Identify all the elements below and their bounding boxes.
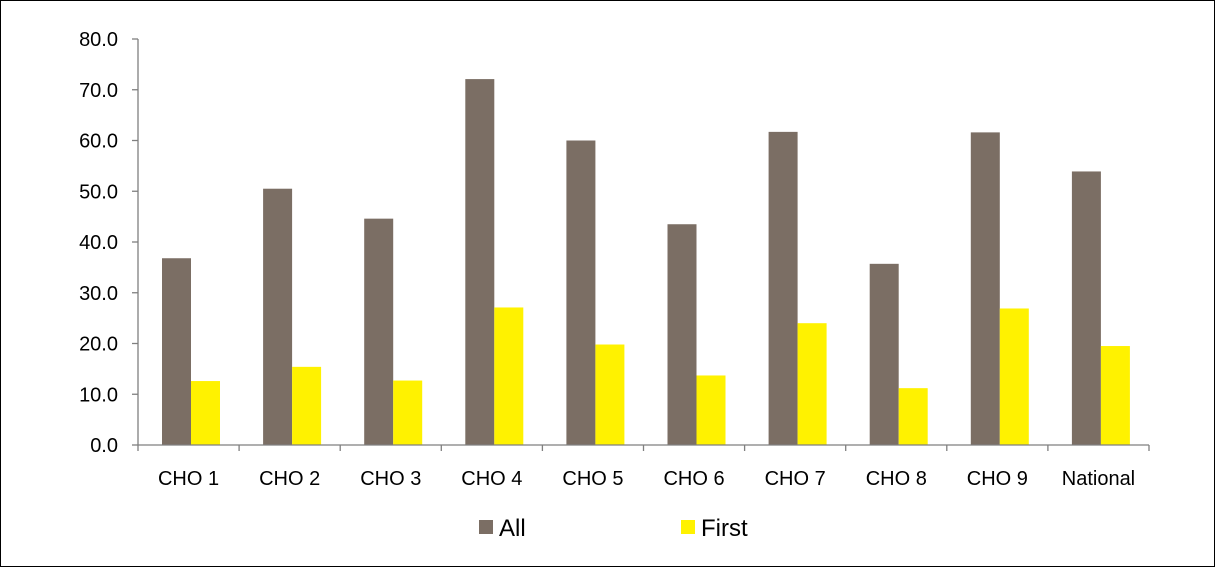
x-tick-label: CHO 1 bbox=[158, 468, 219, 490]
bar-first-cho-6 bbox=[696, 375, 726, 445]
bar-all-national bbox=[1071, 171, 1101, 445]
bar-all-cho-1 bbox=[162, 258, 191, 445]
bar-first-cho-3 bbox=[393, 380, 423, 445]
y-tick-label: 0.0 bbox=[90, 435, 118, 457]
x-tick-label: CHO 3 bbox=[360, 468, 421, 490]
y-tick-label: 10.0 bbox=[79, 384, 118, 406]
bar-first-cho-4 bbox=[494, 307, 524, 445]
legend-label-all: All bbox=[499, 515, 526, 542]
x-tick-label: CHO 4 bbox=[461, 468, 522, 490]
y-tick-label: 50.0 bbox=[79, 181, 118, 203]
bars-layer bbox=[162, 79, 1130, 445]
bar-first-cho-9 bbox=[999, 308, 1029, 445]
y-tick-label: 30.0 bbox=[79, 283, 118, 305]
bar-all-cho-3 bbox=[364, 218, 394, 445]
labels-layer: 0.0 10.0 20.0 30.0 40.0 50.0 60.0 70.0 80.0 CHO 1… bbox=[79, 29, 1135, 490]
x-tick-label: CHO 6 bbox=[663, 468, 724, 490]
bar-all-cho-6 bbox=[667, 224, 697, 445]
legend-label-first: First bbox=[701, 515, 748, 542]
y-tick-label: 70.0 bbox=[79, 80, 118, 102]
bar-all-cho-4 bbox=[465, 79, 495, 445]
bar-first-national bbox=[1100, 346, 1130, 445]
bar-first-cho-5 bbox=[595, 344, 625, 445]
x-tick-label: National bbox=[1062, 468, 1135, 490]
x-tick-label: CHO 8 bbox=[866, 468, 927, 490]
legend-swatch-first bbox=[681, 520, 695, 534]
bar-all-cho-8 bbox=[869, 263, 899, 445]
bar-all-cho-5 bbox=[566, 140, 596, 445]
x-tick-label: CHO 9 bbox=[967, 468, 1028, 490]
y-tick-label: 40.0 bbox=[79, 232, 118, 254]
legend-swatch-all bbox=[479, 520, 493, 534]
legend: All First bbox=[479, 515, 748, 542]
x-tick-label: CHO 7 bbox=[765, 468, 826, 490]
axes-layer bbox=[132, 38, 1150, 451]
bar-first-cho-7 bbox=[797, 323, 827, 445]
bar-all-cho-2 bbox=[263, 188, 293, 445]
y-tick-label: 80.0 bbox=[79, 29, 118, 51]
bar-first-cho-8 bbox=[898, 388, 928, 445]
bar-first-cho-1 bbox=[191, 381, 220, 445]
x-tick-label: CHO 5 bbox=[562, 468, 623, 490]
y-tick-label: 20.0 bbox=[79, 334, 118, 356]
x-tick-label: CHO 2 bbox=[259, 468, 320, 490]
y-tick-label: 60.0 bbox=[79, 131, 118, 153]
bar-all-cho-9 bbox=[970, 132, 1000, 445]
bar-all-cho-7 bbox=[768, 131, 798, 445]
bar-first-cho-2 bbox=[292, 366, 322, 445]
